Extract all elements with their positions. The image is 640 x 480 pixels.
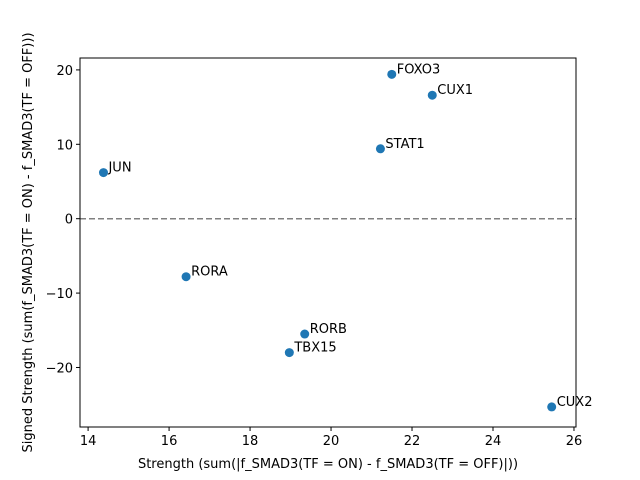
- data-point-foxo3: [387, 69, 397, 79]
- x-tick-label: 20: [323, 434, 340, 449]
- point-label-cux2: CUX2: [557, 395, 593, 410]
- data-point-rorb: [300, 329, 310, 339]
- x-tick-label: 26: [566, 434, 583, 449]
- y-tick-label: −20: [46, 361, 73, 376]
- y-axis-label: Signed Strength (sum(f_SMAD3(TF = ON) - …: [21, 32, 36, 452]
- x-tick-label: 16: [161, 434, 178, 449]
- data-point-tbx15: [284, 348, 294, 358]
- data-point-rora: [181, 272, 191, 282]
- data-point-jun: [98, 168, 108, 178]
- y-tick-label: −10: [46, 287, 73, 302]
- axes-frame: [79, 57, 577, 428]
- point-label-tbx15: TBX15: [293, 341, 336, 356]
- x-axis: 14 16 18 20 22 24 26: [80, 427, 582, 449]
- data-point-stat1: [375, 144, 385, 154]
- y-tick-label: 10: [56, 138, 73, 153]
- point-label-foxo3: FOXO3: [397, 62, 440, 77]
- point-label-stat1: STAT1: [385, 137, 424, 152]
- data-point-cux1: [427, 90, 437, 100]
- y-axis: −20 −10 0 10 20: [46, 64, 80, 376]
- x-tick-label: 22: [404, 434, 421, 449]
- point-label-cux1: CUX1: [437, 83, 473, 98]
- data-point-cux2: [547, 402, 557, 412]
- y-tick-label: 20: [56, 64, 73, 79]
- point-label-rora: RORA: [191, 265, 228, 280]
- point-label-jun: JUN: [107, 161, 131, 176]
- x-tick-label: 24: [485, 434, 502, 449]
- point-label-rorb: RORB: [310, 322, 347, 337]
- x-tick-label: 18: [242, 434, 259, 449]
- y-tick-label: 0: [65, 213, 73, 228]
- x-tick-label: 14: [80, 434, 97, 449]
- plot-area: FOXO3 CUX1 STAT1 JUN RORA RORB TBX15 CUX2: [80, 62, 593, 412]
- x-axis-label: Strength (sum(|f_SMAD3(TF = ON) - f_SMAD…: [138, 457, 518, 472]
